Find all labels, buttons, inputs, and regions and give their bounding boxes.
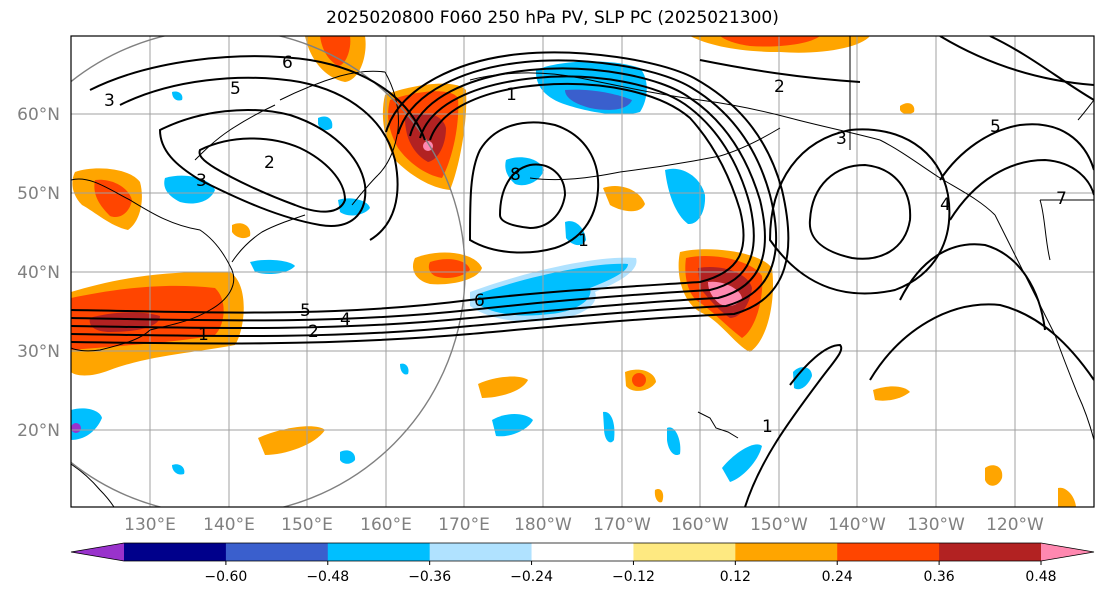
contour-label: 4 [940, 195, 951, 215]
lon-label: 180°W [514, 515, 572, 535]
map-area [71, 36, 1094, 507]
contour-label: 1 [762, 417, 773, 437]
contour-label: 3 [196, 171, 207, 191]
contour-label: 8 [510, 165, 521, 185]
colorbar-tick-label: −0.48 [306, 569, 349, 585]
colorbar-tick-label: 0.48 [1025, 569, 1056, 585]
lat-label: 30°N [17, 342, 60, 362]
contour-label: 4 [340, 310, 351, 330]
lat-label: 20°N [17, 421, 60, 441]
lat-label: 60°N [17, 105, 60, 125]
slp-contours [71, 36, 1094, 507]
contour-label: 5 [230, 79, 241, 99]
lat-label: 50°N [17, 184, 60, 204]
colorbar: −0.60 −0.48 −0.36 −0.24 −0.12 0.12 0.24 0.36 0.4… [70, 542, 1095, 585]
contour-label: 5 [990, 117, 1001, 137]
map-title: 2025020800 F060 250 hPa PV, SLP PC (2025… [326, 8, 779, 28]
lon-label: 170°E [438, 515, 490, 535]
colorbar-tick-label: 0.12 [720, 569, 751, 585]
contour-label: 3 [836, 129, 847, 149]
colorbar-box [327, 543, 431, 561]
lon-label: 150°W [750, 515, 808, 535]
colorbar-tick-label: −0.60 [204, 569, 247, 585]
colorbar-tick-label: 0.36 [924, 569, 955, 585]
map-frame [70, 35, 1095, 508]
region-circle [71, 36, 466, 507]
colorbar-tick-label: −0.12 [612, 569, 655, 585]
colorbar-tick-label: 0.24 [822, 569, 853, 585]
colorbar-box [429, 543, 533, 561]
colorbar-outline [70, 542, 1095, 562]
lon-label: 130°E [124, 515, 176, 535]
contour-label: 6 [282, 53, 293, 73]
lon-label: 150°E [281, 515, 333, 535]
colorbar-box [939, 543, 1042, 561]
colorbar-extend-low [71, 543, 124, 561]
contour-label: 2 [264, 153, 275, 173]
contour-label: 2 [774, 77, 785, 97]
contour-label: 1 [578, 231, 589, 251]
colorbar-tick-label: −0.36 [408, 569, 451, 585]
contour-label: 1 [506, 85, 517, 105]
lon-label: 140°W [828, 515, 886, 535]
colorbar-box [225, 543, 329, 561]
lat-label: 40°N [17, 263, 60, 283]
colorbar-box [735, 543, 838, 561]
contour-label: 3 [104, 91, 115, 111]
contour-label: 2 [308, 322, 319, 342]
lon-label: 160°E [360, 515, 412, 535]
lon-label: 170°W [593, 515, 651, 535]
colorbar-box [124, 543, 227, 561]
latitude-labels: 60°N 50°N 40°N 30°N 20°N [17, 105, 60, 441]
colorbar-box [633, 543, 736, 561]
contour-label: 5 [300, 301, 311, 321]
contour-label: 1 [198, 325, 209, 345]
lon-label: 130°W [907, 515, 965, 535]
lon-label: 160°W [671, 515, 729, 535]
colorbar-box [837, 543, 940, 561]
lon-label: 140°E [203, 515, 255, 535]
longitude-labels: 130°E 140°E 150°E 160°E 170°E 180°W 170°… [124, 515, 1044, 535]
colorbar-box [531, 543, 634, 561]
contour-label: 6 [474, 291, 485, 311]
colorbar-tick-label: −0.24 [510, 569, 553, 585]
contour-labels: 3 5 2 1 6 5 4 2 1 3 6 8 1 2 3 5 4 7 1 [104, 53, 1067, 437]
lon-label: 120°W [986, 515, 1044, 535]
contour-label: 7 [1056, 189, 1067, 209]
colorbar-extend-high [1041, 543, 1094, 561]
